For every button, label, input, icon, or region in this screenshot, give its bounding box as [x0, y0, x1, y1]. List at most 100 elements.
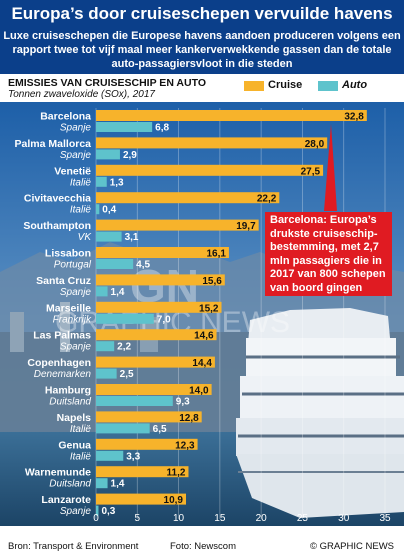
footer-photo-credit: Foto: Newscom [170, 541, 236, 552]
bar-cruise-4 [96, 219, 259, 231]
city-label-1: Palma Mallorca [15, 138, 92, 150]
bar-auto-9 [96, 368, 117, 379]
bar-auto-12 [96, 450, 124, 461]
chart-area: GN GRAPHIC NEWS 32,86,828,02,927,51,322,… [0, 102, 404, 526]
value-auto-0: 6,8 [155, 123, 169, 134]
value-auto-12: 3,3 [126, 451, 140, 462]
country-label-7: Frankrijk [53, 314, 92, 325]
cruise-ship [236, 308, 404, 518]
country-label-12: Italië [70, 451, 92, 462]
value-cruise-2: 27,5 [301, 166, 321, 177]
city-label-4: Southampton [23, 220, 91, 232]
country-label-4: VK [78, 232, 93, 243]
bar-auto-8 [96, 341, 115, 352]
x-tick-2: 10 [173, 513, 185, 524]
x-tick-5: 25 [297, 513, 309, 524]
value-auto-14: 0,3 [101, 506, 115, 517]
bar-auto-5 [96, 259, 134, 269]
bar-cruise-2 [96, 164, 324, 176]
value-cruise-0: 32,8 [344, 112, 364, 123]
country-label-9: Denemarken [34, 369, 92, 380]
value-auto-13: 1,4 [111, 479, 125, 490]
bar-cruise-8 [96, 329, 217, 341]
value-auto-8: 2,2 [117, 342, 131, 353]
value-cruise-11: 12,8 [179, 413, 199, 424]
country-label-11: Italië [70, 424, 92, 435]
bar-auto-6 [96, 286, 108, 297]
city-label-13: Warnemunde [25, 467, 91, 479]
x-tick-6: 30 [338, 513, 350, 524]
footer-copyright: © GRAPHIC NEWS [309, 541, 394, 552]
callout-barcelona: Barcelona: Europa’s drukste cruiseschip-… [265, 212, 392, 296]
country-label-3: Italië [70, 205, 92, 216]
chart-unit: Tonnen zwaveloxide (SOx), 2017 [8, 89, 155, 100]
city-label-14: Lanzarote [41, 494, 91, 506]
value-cruise-7: 15,2 [199, 303, 219, 314]
country-label-10: Duitsland [49, 397, 91, 408]
bar-cruise-10 [96, 384, 212, 395]
value-cruise-10: 14,0 [189, 386, 209, 397]
value-auto-2: 1,3 [110, 177, 124, 188]
bar-cruise-0 [96, 110, 367, 121]
bar-cruise-6 [96, 274, 225, 286]
bar-cruise-1 [96, 137, 328, 149]
title-bar: Europa’s door cruiseschepen vervuilde ha… [0, 0, 404, 28]
legend-label-cruise: Cruise [268, 79, 303, 91]
value-cruise-9: 14,4 [192, 358, 212, 369]
bar-auto-14 [96, 505, 99, 516]
value-auto-3: 0,4 [102, 205, 116, 216]
country-label-2: Italië [70, 177, 92, 188]
bar-cruise-11 [96, 411, 202, 423]
bar-auto-0 [96, 122, 153, 132]
footer-source: Bron: Transport & Environment [8, 541, 139, 552]
bar-auto-4 [96, 231, 122, 242]
city-label-11: Napels [57, 412, 92, 424]
city-label-2: Venetië [54, 165, 91, 177]
bar-cruise-5 [96, 247, 229, 258]
chart-heading: EMISSIES VAN CRUISESCHIP EN AUTO [8, 77, 206, 89]
city-label-8: Las Palmas [33, 330, 91, 342]
value-auto-5: 4,5 [136, 260, 150, 271]
legend-label-auto: Auto [342, 79, 368, 91]
value-auto-11: 6,5 [153, 424, 167, 435]
bar-cruise-9 [96, 356, 215, 368]
subtitle-block: Luxe cruiseschepen die Europese havens a… [0, 28, 404, 74]
x-tick-0: 0 [93, 513, 99, 524]
value-cruise-14: 10,9 [164, 495, 184, 506]
x-tick-4: 20 [256, 513, 268, 524]
city-label-6: Santa Cruz [36, 275, 91, 287]
country-label-13: Duitsland [49, 479, 91, 490]
value-auto-6: 1,4 [111, 287, 125, 298]
country-label-8: Spanje [60, 342, 92, 353]
bar-cruise-3 [96, 192, 280, 204]
country-label-1: Spanje [60, 150, 92, 161]
bar-cruise-13 [96, 466, 189, 478]
country-label-5: Portugal [54, 260, 92, 271]
value-cruise-4: 19,7 [236, 221, 256, 232]
x-tick-1: 5 [135, 513, 141, 524]
value-auto-1: 2,9 [123, 150, 137, 161]
x-tick-7: 35 [379, 513, 391, 524]
city-label-10: Hamburg [45, 385, 91, 397]
bar-auto-10 [96, 396, 173, 406]
gridlines [95, 108, 386, 519]
value-cruise-5: 16,1 [206, 249, 226, 260]
value-cruise-12: 12,3 [175, 440, 195, 451]
subtitle-line-1: Luxe cruiseschepen die Europese havens a… [3, 30, 401, 42]
x-tick-3: 15 [214, 513, 226, 524]
bar-auto-1 [96, 149, 120, 160]
city-label-12: Genua [58, 439, 91, 451]
country-label-14: Spanje [60, 506, 92, 517]
bars: 32,8 6,8 28,0 2,9 27,5 1,3 22,2 0,4 19,7 3,1 16,1 4… [96, 110, 367, 517]
bar-auto-2 [96, 176, 107, 187]
bar-cruise-7 [96, 301, 222, 313]
city-label-3: Civitavecchia [24, 193, 91, 205]
city-label-5: Lissabon [45, 248, 91, 260]
value-auto-9: 2,5 [120, 369, 134, 380]
page-title: Europa’s door cruiseschepen vervuilde ha… [11, 4, 393, 23]
x-axis-ticks: 0 5 10 15 20 25 30 35 [93, 513, 391, 524]
bar-auto-13 [96, 478, 108, 489]
subtitle-line-2: rapport twee tot vijf maal meer kankerve… [12, 44, 392, 56]
